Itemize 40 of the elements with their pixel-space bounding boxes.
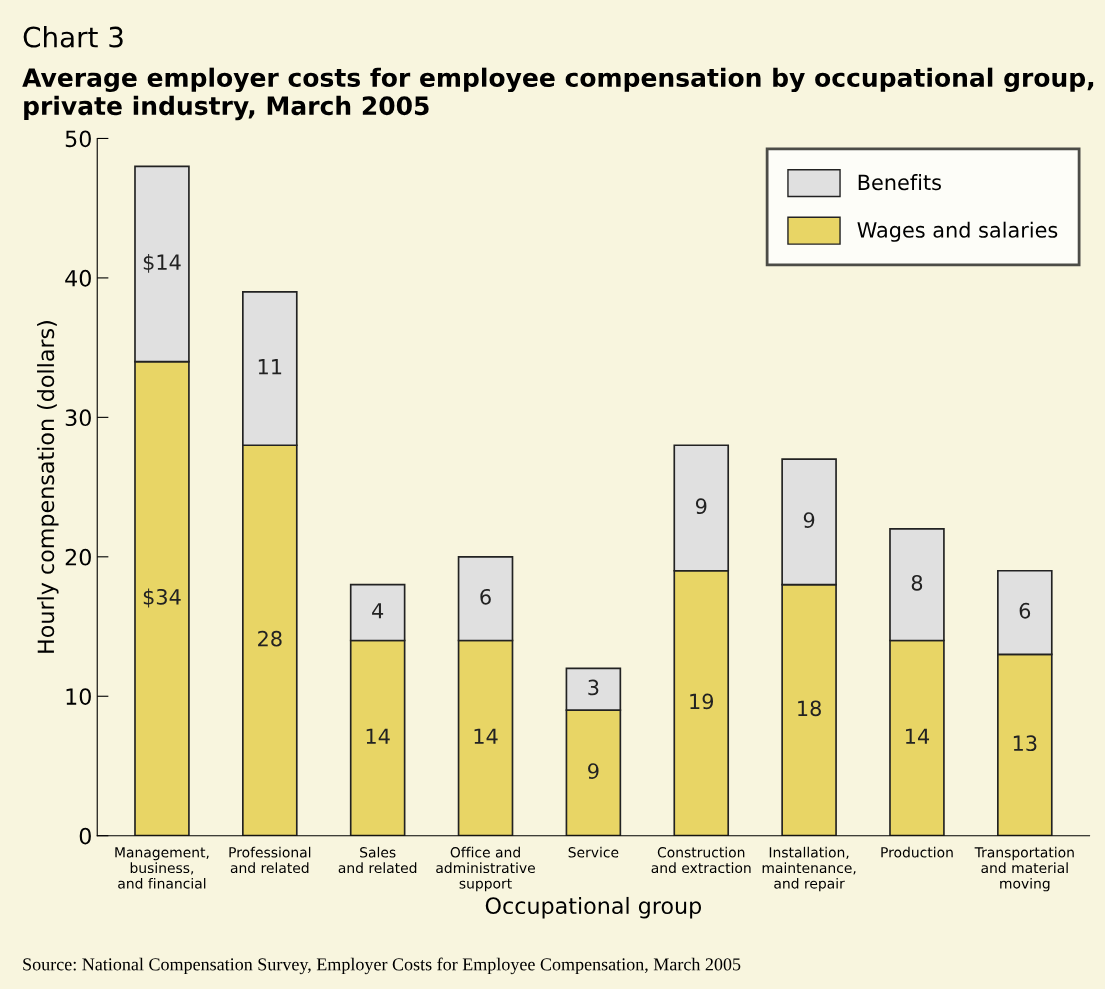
data-label: 9 — [803, 512, 815, 528]
data-label: $34 — [143, 588, 181, 608]
x-tick-label: Production — [881, 846, 953, 858]
x-axis-title: Occupational group — [485, 896, 702, 919]
data-label: 13 — [1013, 735, 1037, 752]
data-label: 28 — [258, 630, 282, 647]
legend-label: Benefits — [858, 174, 941, 191]
chart-subtitle: Average employer costs for employee compensation by occupational group, private industry, March 2005 — [22, 67, 1094, 121]
y-tick-label: 20 — [65, 548, 91, 566]
data-label: 9 — [695, 498, 707, 515]
data-label: 14 — [474, 728, 498, 744]
data-label: 18 — [798, 700, 821, 717]
data-label: 14 — [366, 728, 390, 744]
data-label: 6 — [480, 588, 491, 605]
y-tick-label: 40 — [65, 269, 91, 287]
x-tick-label: Management, business, and financial — [115, 847, 209, 889]
x-tick-label: Construction and extraction — [651, 846, 751, 874]
y-tick-label: 10 — [66, 688, 91, 706]
y-tick-label: 50 — [65, 130, 91, 148]
legend-label: Wages and salaries — [857, 221, 1058, 242]
data-label: 6 — [1019, 602, 1031, 619]
data-label: 11 — [258, 359, 282, 375]
x-tick-label: Service — [568, 846, 619, 858]
x-tick-label: Transportation and material moving — [974, 846, 1074, 892]
data-label: 3 — [588, 679, 599, 696]
y-axis-title: Hourly compensation (dollars) — [37, 321, 59, 653]
data-label: 8 — [911, 574, 923, 591]
y-tick-label: 0 — [79, 827, 91, 845]
x-tick-label: Office and administrative support — [436, 846, 535, 892]
chart-title: Chart 3 — [23, 26, 123, 48]
source-note: Source: National Compensation Survey, Employer Costs for Employee Compensation, March 2005 — [23, 957, 741, 975]
x-tick-label: Professional and related — [229, 846, 311, 874]
data-label: 4 — [372, 603, 384, 619]
data-label: $14 — [143, 253, 181, 273]
data-label: 14 — [905, 728, 930, 744]
x-tick-label: Installation, maintenance, and repair — [762, 846, 856, 892]
data-label: 19 — [690, 693, 714, 710]
y-tick-label: 30 — [65, 409, 91, 427]
x-tick-label: Sales and related — [338, 846, 417, 874]
data-label: 9 — [588, 763, 599, 779]
